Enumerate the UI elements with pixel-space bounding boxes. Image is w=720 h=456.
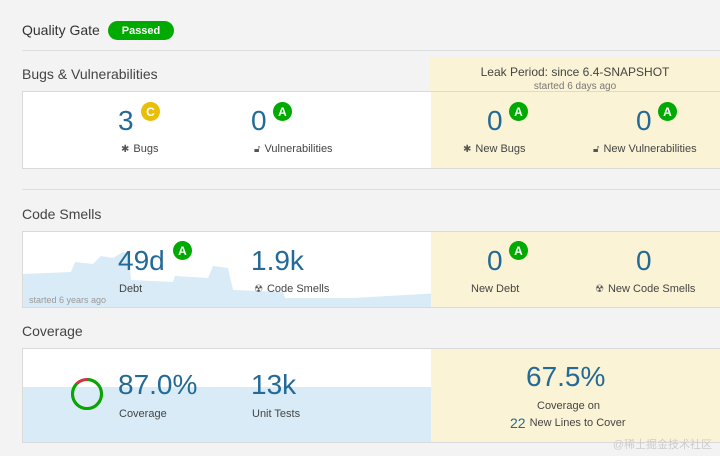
new-debt-label: New Debt xyxy=(471,283,520,295)
chart-start-note: started 6 years ago xyxy=(29,295,107,305)
divider xyxy=(22,189,720,190)
lock-icon: 🔓︎ xyxy=(593,143,600,155)
divider xyxy=(22,50,720,51)
bugs-rating[interactable]: C xyxy=(141,102,160,121)
coverage-donut-icon xyxy=(71,378,103,410)
bug-icon: ✱ xyxy=(121,143,130,155)
bugs-value[interactable]: 3 xyxy=(118,105,134,136)
coverage-history-area xyxy=(23,387,431,442)
new-vulnerabilities-rating[interactable]: A xyxy=(658,102,677,121)
new-code-smells-label: ☢ New Code Smells xyxy=(595,283,696,295)
bug-icon: ✱ xyxy=(463,143,472,155)
new-vulnerabilities-value[interactable]: 0 xyxy=(636,105,652,136)
quality-gate-title: Quality Gate xyxy=(22,22,100,38)
new-lines-to-cover-label: New Lines to Cover xyxy=(529,417,626,429)
new-debt-rating[interactable]: A xyxy=(509,241,528,260)
new-coverage-label: Coverage on xyxy=(537,400,600,412)
lock-icon: 🔓︎ xyxy=(254,143,261,155)
code-smells-title: Code Smells xyxy=(22,206,102,222)
new-lines-to-cover-value[interactable]: 22 xyxy=(510,415,526,431)
unit-tests-label: Unit Tests xyxy=(252,408,301,420)
coverage-value[interactable]: 87.0% xyxy=(118,369,198,400)
code-smells-value[interactable]: 1.9k xyxy=(251,245,304,276)
new-bugs-value[interactable]: 0 xyxy=(487,105,503,136)
bugs-vulnerabilities-panel: 3 C ✱ Bugs 0 A 🔓︎ Vulnerabilities 0 A ✱ … xyxy=(22,91,720,169)
unit-tests-value[interactable]: 13k xyxy=(251,369,297,400)
vulnerabilities-value[interactable]: 0 xyxy=(251,105,267,136)
leak-period-area xyxy=(431,232,720,307)
debt-rating[interactable]: A xyxy=(173,241,192,260)
leak-period-area xyxy=(431,92,720,168)
radiation-icon: ☢ xyxy=(254,283,263,295)
quality-gate-status-badge: Passed xyxy=(108,21,174,40)
new-lines-to-cover: 22 New Lines to Cover xyxy=(510,415,626,431)
leak-period-header: Leak Period: since 6.4-SNAPSHOT started … xyxy=(430,57,720,92)
leak-period-title: Leak Period: since 6.4-SNAPSHOT xyxy=(480,65,670,79)
coverage-title: Coverage xyxy=(22,323,83,339)
new-code-smells-value[interactable]: 0 xyxy=(636,245,652,276)
new-bugs-rating[interactable]: A xyxy=(509,102,528,121)
new-coverage-value[interactable]: 67.5% xyxy=(526,361,606,392)
new-vulnerabilities-label: 🔓︎ New Vulnerabilities xyxy=(593,143,697,155)
coverage-label: Coverage xyxy=(119,408,167,420)
code-smells-label: ☢ Code Smells xyxy=(254,283,330,295)
new-bugs-label: ✱ New Bugs xyxy=(463,143,526,155)
radiation-icon: ☢ xyxy=(595,283,604,295)
leak-period-area xyxy=(431,349,720,442)
debt-label: Debt xyxy=(119,283,143,295)
bugs-vulnerabilities-title: Bugs & Vulnerabilities xyxy=(22,66,158,82)
coverage-panel: 87.0% Coverage 13k Unit Tests 67.5% Cove… xyxy=(22,348,720,443)
vulnerabilities-label: 🔓︎ Vulnerabilities xyxy=(254,143,333,155)
leak-period-subtitle: started 6 days ago xyxy=(533,81,617,92)
code-smells-panel: 49d A Debt 1.9k ☢ Code Smells started 6 … xyxy=(22,231,720,308)
watermark: @稀土掘金技术社区 xyxy=(612,439,712,451)
code-smells-history-chart xyxy=(23,252,453,307)
bugs-label: ✱ Bugs xyxy=(121,143,159,155)
new-debt-value[interactable]: 0 xyxy=(487,245,503,276)
debt-value[interactable]: 49d xyxy=(118,245,165,276)
vulnerabilities-rating[interactable]: A xyxy=(273,102,292,121)
